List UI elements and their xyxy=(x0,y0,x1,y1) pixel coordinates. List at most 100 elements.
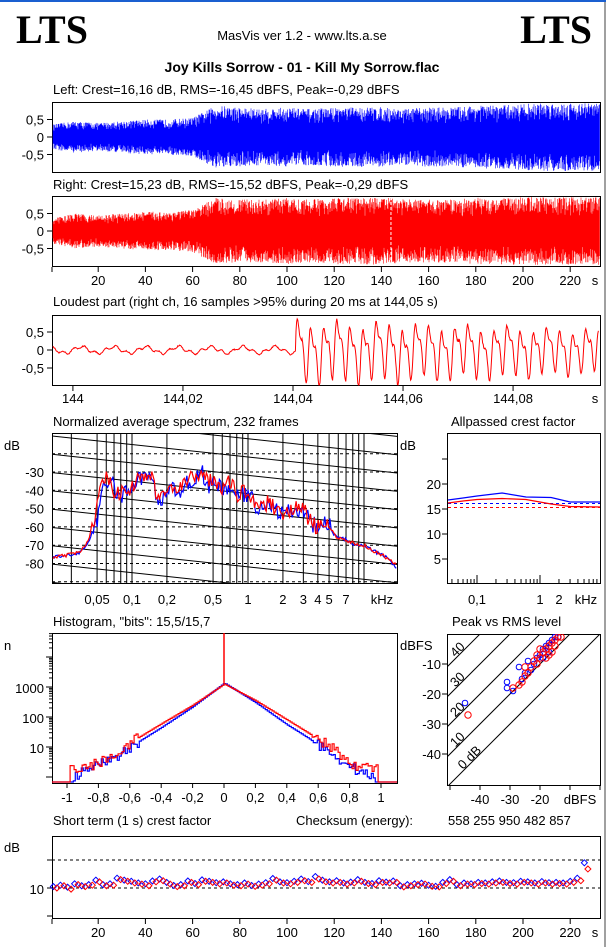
right-waveform-ytick-label: 0 xyxy=(37,224,44,239)
short-term-point-right xyxy=(60,882,68,890)
histogram-ytick-label: 1000 xyxy=(15,681,44,696)
histogram-xtick-label: 0,4 xyxy=(278,790,296,805)
spectrum-ytick-label: -50 xyxy=(25,502,44,517)
short-term-point-right xyxy=(173,882,181,891)
loudest-part-frame xyxy=(52,315,601,386)
peak-rms-points xyxy=(461,634,565,719)
short-term-point-left xyxy=(63,883,72,891)
short-term-point-right xyxy=(343,880,351,888)
spectrum-slope-line xyxy=(52,490,397,529)
short-term-point-right xyxy=(506,879,514,888)
left-waveform-ytick-label: 0,5 xyxy=(26,113,44,128)
peak-rms-point-left xyxy=(503,684,511,692)
spectrum-xunit: kHz xyxy=(371,592,393,607)
short-term-point-right xyxy=(513,880,521,888)
short-term-point-right xyxy=(477,879,486,888)
left-waveform-frame xyxy=(52,102,601,173)
spectrum-xtick-label: 4 xyxy=(314,592,321,607)
short-term-point-left xyxy=(332,877,341,885)
spectrum-slope-line xyxy=(52,563,233,583)
histogram-xtick-label: 0,2 xyxy=(246,790,264,805)
spectrum-ytick-label: -30 xyxy=(25,465,44,480)
short-term-point-right xyxy=(414,880,422,889)
short-term-time-axis-xtick-label: 80 xyxy=(233,925,247,940)
histogram-xtick-label: -0,6 xyxy=(119,790,141,805)
short-term-point-right xyxy=(145,882,153,890)
left-waveform-ytick-label: 0 xyxy=(37,130,44,145)
peak-rms-point-right xyxy=(518,678,526,686)
short-term-point-right xyxy=(570,878,578,887)
histogram-xtick-label: 0,6 xyxy=(309,790,327,805)
allpassed-line-left xyxy=(447,492,600,503)
allpassed-title: Allpassed crest factor xyxy=(451,414,576,429)
short-term-ylabel: dB xyxy=(4,840,20,855)
histogram-line-right xyxy=(52,683,397,783)
short-term-point-right xyxy=(187,878,196,887)
peak-rms-point-left xyxy=(503,678,511,686)
histogram-xtick-label: 1 xyxy=(377,790,384,805)
waveform-time-axis-xtick-label: 200 xyxy=(512,273,534,288)
spectrum-slope-line xyxy=(52,381,397,418)
peak-vs-rms-title: Peak vs RMS level xyxy=(452,614,562,629)
histogram-xtick-label: -0,2 xyxy=(181,790,203,805)
short-term-point-left xyxy=(446,875,454,884)
loudest-xtick-label: 144 xyxy=(62,391,84,406)
peak-rms-xtick-label: -40 xyxy=(471,792,490,807)
loudest-ytick-label: 0 xyxy=(37,343,44,358)
short-term-point-left xyxy=(162,878,171,887)
short-term-point-left xyxy=(354,875,362,884)
spectrum-xtick-label: 7 xyxy=(342,592,349,607)
short-term-point-right xyxy=(123,877,132,885)
short-term-point-right xyxy=(407,882,415,890)
loudest-part-signal xyxy=(52,317,599,386)
spectrum-ytick-label: -40 xyxy=(25,483,44,498)
short-term-time-axis-xtick-label: 200 xyxy=(512,925,534,940)
short-term-point-right xyxy=(534,880,543,888)
waveform-time-axis-xtick-label: 220 xyxy=(559,273,581,288)
spectrum-slope-line xyxy=(52,545,397,583)
peak-rms-point-right xyxy=(524,669,532,677)
short-term-point-right xyxy=(555,879,564,888)
short-term-point-right xyxy=(265,880,274,888)
crest-line-label: 20 xyxy=(447,699,468,720)
right-waveform-ytick-label: 0,5 xyxy=(26,207,44,222)
short-term-point-right xyxy=(159,877,167,885)
short-term-ytick-label: 10 xyxy=(30,882,44,897)
short-term-point-right xyxy=(308,878,316,887)
allpassed-ylabel: dB xyxy=(400,438,416,453)
short-term-point-right xyxy=(449,877,458,885)
peak-rms-ytick-label: -40 xyxy=(422,747,441,762)
spectrum-slope-line xyxy=(52,290,397,327)
short-term-point-right xyxy=(237,882,245,890)
short-term-point-right xyxy=(315,875,323,883)
waveform-time-axis-xtick-label: 140 xyxy=(371,273,393,288)
short-term-time-axis-xtick-label: 180 xyxy=(465,925,487,940)
peak-rms-point-right xyxy=(521,663,529,671)
allpassed-ytick-label: 15 xyxy=(427,502,441,517)
loudest-ytick-label: 0,5 xyxy=(26,325,44,340)
waveform-time-axis-xtick-label: 20 xyxy=(91,273,105,288)
spectrum-frame xyxy=(52,433,398,584)
waveform-time-axis-xtick-label: 120 xyxy=(323,273,345,288)
spectrum-line-left xyxy=(52,465,397,569)
waveform-time-axis-xtick-label: 180 xyxy=(465,273,487,288)
waveform-time-axis-xunit: s xyxy=(592,273,599,288)
short-term-point-right xyxy=(74,880,82,889)
right-channel-title: Right: Crest=15,23 dB, RMS=-15,52 dBFS, … xyxy=(53,177,409,192)
short-term-point-right xyxy=(95,878,104,886)
spectrum-slope-line xyxy=(52,508,397,547)
short-term-point-right xyxy=(350,879,358,887)
peak-rms-point-left xyxy=(524,657,532,665)
spectrum-ytick-label: -80 xyxy=(25,557,44,572)
loudest-xtick-label: 144,02 xyxy=(163,391,203,406)
crest-line xyxy=(447,634,481,668)
histogram-xtick-label: -1 xyxy=(61,790,73,805)
short-term-point-right xyxy=(456,882,465,890)
crest-line-label: 30 xyxy=(447,669,468,690)
histogram-ytick-label: 10 xyxy=(30,741,44,756)
short-term-point-right xyxy=(138,880,146,888)
short-term-point-left xyxy=(184,877,192,885)
spectrum-slope-line xyxy=(52,453,397,492)
short-term-time-axis-xtick-label: 160 xyxy=(418,925,440,940)
